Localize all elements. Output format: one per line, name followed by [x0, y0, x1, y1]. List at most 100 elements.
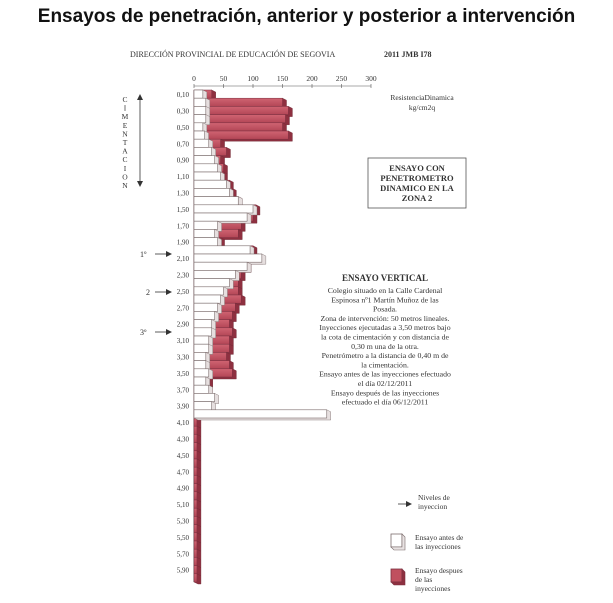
after-bar [193, 425, 198, 435]
before-bar [193, 130, 205, 140]
description-line: la cimentación. [361, 360, 409, 369]
before-bar [193, 294, 221, 304]
depth-tick-label: 3,70 [177, 386, 190, 394]
depth-axis: 0,10 0,30 0,50 0,70 0,90 1,10 1,30 1,50 1,70 1,90… [177, 90, 195, 582]
level-marker-2-arrow-icon [166, 289, 172, 295]
after-bar [193, 548, 198, 558]
before-bar [193, 319, 213, 329]
description-line: Zona de intervención: 50 metros lineales… [320, 314, 449, 323]
legend-after-swatch [390, 568, 403, 583]
depth-tick-label: 1,50 [177, 206, 190, 214]
depth-tick-label: 4,50 [177, 452, 190, 460]
legend-levels-arrow-icon [406, 501, 412, 507]
after-bar [193, 532, 198, 542]
after-bar [193, 458, 198, 468]
level-marker-2: 2 [146, 288, 150, 297]
description-line: el día 02/12/2011 [358, 379, 412, 388]
legend-levels-label-2: inyeccion [418, 502, 447, 511]
depth-tick-label: 5,70 [177, 550, 190, 558]
depth-tick-label: 1,70 [177, 222, 190, 230]
before-bar [193, 253, 263, 263]
method-box-line-1: ENSAYO CON [389, 163, 446, 173]
x-tick-label: 50 [220, 74, 228, 83]
depth-tick-label: 2,90 [177, 321, 190, 329]
depth-tick-label: 4,10 [177, 419, 190, 427]
before-bar [193, 261, 248, 271]
before-bar [193, 106, 207, 115]
before-bar [193, 122, 204, 132]
description-line: la cota de cimentación y con distancia d… [321, 333, 449, 342]
before-bar [193, 188, 230, 197]
x-tick-label: 250 [336, 74, 348, 83]
after-bar [193, 573, 198, 583]
before-bar [193, 204, 254, 214]
before-bar [193, 278, 230, 288]
before-bar [193, 352, 207, 361]
description-heading: ENSAYO VERTICAL [342, 273, 428, 283]
before-bar [193, 376, 207, 386]
depth-tick-label: 0,70 [177, 140, 190, 148]
before-bar [193, 245, 251, 255]
method-box-line-2: PENETROMETRO [380, 173, 454, 183]
depth-tick-label: 0,90 [177, 157, 190, 165]
units-line-2: kg/cm2q [409, 103, 435, 112]
depth-tick-label: 5,30 [177, 518, 190, 526]
after-bar [193, 491, 198, 501]
before-bar [193, 302, 218, 312]
document-code: 2011 JMB I78 [384, 50, 432, 59]
before-bar [193, 343, 210, 353]
before-bar [193, 89, 204, 99]
before-bar [193, 368, 210, 378]
legend-after-label-2: de las [415, 575, 432, 584]
after-bar [193, 499, 198, 509]
cimentacion-arrow-bottom-icon [137, 181, 143, 187]
after-bar [193, 557, 198, 566]
cimentacion-letter: T [123, 138, 128, 147]
cimentacion-letter: O [122, 172, 128, 181]
depth-tick-label: 1,90 [177, 239, 190, 247]
depth-tick-label: 5,90 [177, 567, 190, 575]
before-bar [193, 179, 227, 189]
x-tick-label: 100 [247, 74, 259, 83]
before-bar [193, 237, 218, 247]
before-bar [193, 196, 239, 206]
before-bar [193, 335, 210, 345]
after-bar [193, 466, 198, 476]
description-line: Espinosa nº1 Martín Muñoz de las [331, 295, 438, 304]
x-axis: 0 50 100 150 200 250 300 [192, 74, 377, 88]
before-bar [193, 229, 215, 238]
before-bar [193, 163, 218, 173]
before-bar [193, 147, 213, 156]
depth-tick-label: 0,30 [177, 108, 190, 116]
cimentacion-letter: I [124, 164, 127, 173]
description-line: Posada. [373, 305, 397, 314]
depth-tick-label: 2,10 [177, 255, 190, 263]
after-bar [193, 507, 198, 517]
before-bar [193, 114, 207, 124]
method-box [367, 157, 467, 209]
before-bar [193, 171, 221, 181]
figure-title: Ensayos de penetración, anterior y poste… [37, 6, 576, 27]
bars-layer [193, 89, 331, 585]
before-bar [193, 401, 213, 411]
description-line: 0,30 m una de la otra. [351, 342, 419, 351]
level-marker-1-arrow-icon [166, 251, 172, 257]
before-bar [193, 360, 207, 370]
legend-before-label-2: las inyecciones [415, 542, 461, 551]
method-box-line-4: ZONA 2 [402, 193, 432, 203]
depth-tick-label: 2,30 [177, 272, 190, 280]
before-bar [193, 155, 215, 165]
level-marker-3: 3º [140, 328, 147, 337]
cimentacion-letter: C [122, 95, 127, 104]
after-bar [193, 483, 198, 493]
depth-tick-label: 1,10 [177, 173, 190, 181]
depth-tick-label: 4,90 [177, 485, 190, 493]
after-bar [193, 475, 198, 484]
depth-tick-label: 4,70 [177, 468, 190, 476]
description-line: Penetrómetro a la distancia de 0,40 m de [322, 351, 449, 360]
depth-tick-label: 5,50 [177, 534, 190, 542]
before-bar [193, 409, 328, 419]
description-line: Colegio situado en la Calle Cardenal [328, 286, 443, 295]
depth-tick-label: 5,10 [177, 501, 190, 509]
